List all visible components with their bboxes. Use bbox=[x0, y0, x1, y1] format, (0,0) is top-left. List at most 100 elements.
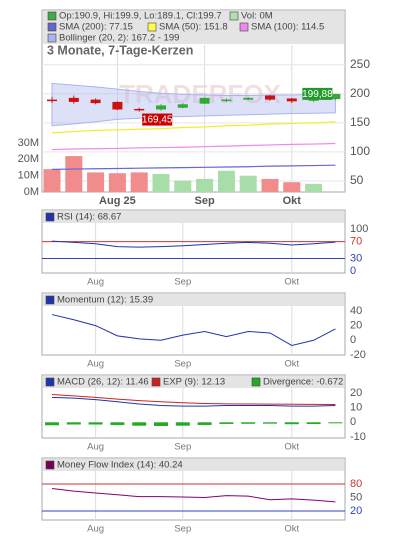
divergence-bar bbox=[197, 422, 212, 425]
x-tick-label: Sep bbox=[174, 524, 191, 535]
x-tick-label: Aug bbox=[87, 442, 104, 453]
annotation-box bbox=[142, 113, 173, 126]
x-tick-label: Okt bbox=[284, 277, 299, 288]
y-tick-label: 80 bbox=[350, 478, 362, 490]
y-tick-label: 0 bbox=[350, 265, 356, 277]
indicator-line bbox=[51, 142, 336, 151]
x-tick-label: Aug bbox=[87, 524, 104, 535]
legend-label: Divergence: -0.672 bbox=[263, 377, 343, 388]
legend-swatch bbox=[229, 11, 239, 21]
legend-swatch bbox=[47, 22, 57, 32]
volume-bar bbox=[130, 172, 148, 192]
divergence-bar bbox=[45, 422, 59, 426]
indicator-line bbox=[51, 314, 336, 346]
chart-title: 3 Monate, 7-Tage-Kerzen bbox=[47, 43, 193, 57]
volume-bar bbox=[87, 172, 105, 192]
legend-swatch bbox=[151, 377, 161, 387]
divergence-bar bbox=[241, 422, 256, 424]
volume-bar bbox=[283, 182, 301, 192]
y-tick-label: 0 bbox=[350, 334, 356, 346]
y-tick-label: 20 bbox=[350, 505, 362, 517]
candle-body bbox=[265, 95, 275, 100]
annotation-label: 199,88 bbox=[302, 89, 333, 100]
volume-bar bbox=[239, 175, 257, 192]
x-tick-label: Okt bbox=[284, 359, 299, 370]
legend-swatch bbox=[239, 22, 249, 32]
divergence-bar bbox=[154, 422, 168, 426]
y-tick-label: 30 bbox=[350, 252, 362, 264]
candle-body bbox=[286, 98, 297, 102]
legend-label: Op:190.9, Hi:199.9, Lo:189.1, Cl:199.7 bbox=[59, 11, 222, 22]
legend-label: SMA (200): 77.15 bbox=[59, 22, 133, 33]
y-tick-label: 40 bbox=[350, 305, 362, 317]
divergence-bar bbox=[284, 422, 299, 425]
legend-bar bbox=[43, 294, 344, 306]
y-tick-label: 20 bbox=[350, 387, 362, 399]
x-tick-label: Aug bbox=[87, 359, 104, 370]
legend-bar bbox=[43, 459, 344, 471]
candle-body bbox=[199, 97, 210, 104]
y-tick-label: -10 bbox=[350, 431, 366, 443]
y-tick-label: 250 bbox=[350, 57, 370, 71]
volume-tick-label: 30M bbox=[18, 137, 39, 149]
volume-bar bbox=[261, 178, 279, 192]
y-tick-label: 70 bbox=[350, 235, 362, 247]
y-tick-label: 150 bbox=[350, 115, 370, 129]
volume-bar bbox=[43, 169, 61, 192]
y-tick-label: 50 bbox=[350, 491, 362, 503]
divergence-bar bbox=[88, 422, 103, 425]
legend-bar bbox=[43, 11, 344, 44]
bollinger-band bbox=[51, 82, 336, 127]
legend-swatch bbox=[45, 460, 55, 470]
x-tick-label: Sep bbox=[174, 442, 191, 453]
legend-swatch bbox=[147, 22, 157, 32]
y-tick-label: 100 bbox=[350, 144, 370, 158]
x-tick-label: Sep bbox=[174, 277, 191, 288]
candle-body bbox=[221, 99, 232, 102]
volume-bar bbox=[174, 180, 192, 192]
x-tick-label: Sep bbox=[195, 195, 215, 207]
x-tick-label: Aug 25 bbox=[99, 195, 136, 207]
candle-body bbox=[308, 99, 319, 101]
candle-body bbox=[112, 101, 123, 110]
legend-bar bbox=[43, 376, 344, 388]
divergence-bar bbox=[132, 422, 147, 426]
volume-bar bbox=[196, 178, 214, 192]
y-tick-label: 0 bbox=[350, 416, 356, 428]
candle-body bbox=[134, 108, 145, 111]
legend-swatch bbox=[45, 212, 55, 222]
indicator-line bbox=[51, 396, 336, 407]
divergence-bar bbox=[175, 422, 190, 426]
indicator-line bbox=[51, 121, 336, 134]
x-tick-label: Okt bbox=[283, 195, 302, 207]
legend-swatch bbox=[47, 33, 57, 43]
legend-label: MACD (26, 12): 11.46 bbox=[57, 377, 149, 388]
volume-tick-label: 10M bbox=[18, 170, 39, 182]
indicator-line bbox=[51, 164, 336, 170]
legend-label: EXP (9): 12.13 bbox=[163, 377, 225, 388]
candle-body bbox=[68, 97, 79, 102]
divergence-bar bbox=[263, 422, 277, 424]
divergence-bar bbox=[328, 422, 343, 424]
watermark: TRADERFOX bbox=[119, 79, 281, 109]
volume-tick-label: 0M bbox=[24, 186, 39, 198]
y-tick-label: 200 bbox=[350, 86, 370, 100]
x-tick-label: Aug bbox=[87, 277, 104, 288]
annotation-box bbox=[302, 87, 333, 100]
y-tick-label: 10 bbox=[350, 402, 362, 414]
x-tick-label: Okt bbox=[284, 524, 299, 535]
legend-swatch bbox=[251, 377, 261, 387]
legend-swatch bbox=[45, 377, 55, 387]
volume-bar bbox=[65, 156, 83, 192]
candle-body bbox=[47, 99, 57, 102]
volume-bar bbox=[217, 170, 235, 192]
divergence-bar bbox=[110, 422, 125, 425]
legend-label: Momentum (12): 15.39 bbox=[57, 295, 153, 306]
annotation-label: 169,45 bbox=[142, 115, 173, 126]
legend-label: Vol: 0M bbox=[241, 11, 273, 22]
legend-label: SMA (50): 151.8 bbox=[159, 22, 228, 33]
legend-label: SMA (100): 114.5 bbox=[251, 22, 324, 33]
candle-body bbox=[243, 97, 254, 100]
divergence-bar bbox=[219, 422, 234, 424]
